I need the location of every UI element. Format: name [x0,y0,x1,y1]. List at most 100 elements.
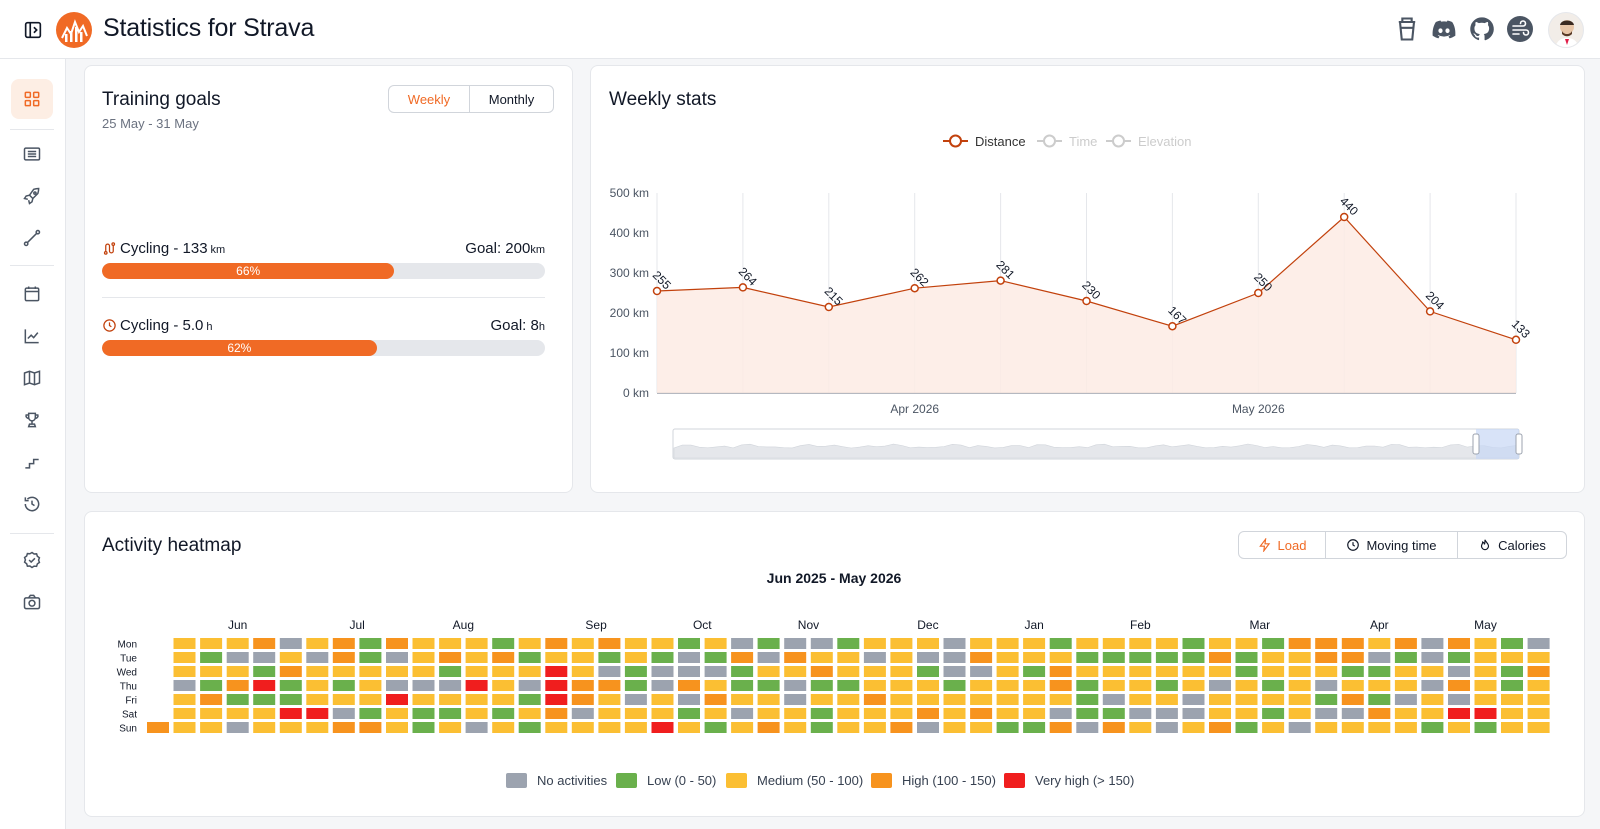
heatmap-cell[interactable] [943,722,966,733]
heatmap-cell[interactable] [890,680,913,691]
heatmap-cell[interactable] [624,708,647,719]
heatmap-cell[interactable] [1182,708,1205,719]
heatmap-cell[interactable] [412,694,435,705]
heatmap-cell[interactable] [1102,652,1125,663]
heatmap-cell[interactable] [1076,722,1099,733]
heatmap-legend-item[interactable]: High (100 - 150) [871,773,996,788]
heatmap-cell[interactable] [439,666,462,677]
data-point[interactable] [1425,307,1435,316]
heatmap-cell[interactable] [731,652,754,663]
heatmap-cell[interactable] [253,708,276,719]
avatar[interactable] [1548,12,1584,48]
heatmap-cell[interactable] [917,666,939,677]
heatmap-cell[interactable] [837,652,860,663]
heatmap-cell[interactable] [731,708,754,719]
heatmap-cell[interactable] [757,638,780,649]
heatmap-cell[interactable] [332,666,355,677]
heatmap-cell[interactable] [996,666,1019,677]
heatmap-cell[interactable] [465,680,488,691]
heatmap-cell[interactable] [518,722,541,733]
heatmap-cell[interactable] [1527,694,1550,705]
heatmap-cell[interactable] [1023,722,1046,733]
heatmap-cell[interactable] [571,708,594,719]
heatmap-cell[interactable] [465,638,488,649]
sidebar-toggle-icon[interactable] [22,19,44,41]
heatmap-cell[interactable] [1368,694,1391,705]
heatmap-cell[interactable] [810,708,833,719]
heatmap-cell[interactable] [1049,708,1072,719]
heatmap-cell[interactable] [1421,680,1444,691]
heatmap-cell[interactable] [386,652,408,663]
heatmap-cell[interactable] [1474,680,1497,691]
heatmap-cell[interactable] [996,680,1019,691]
heatmap-cell[interactable] [757,722,780,733]
heatmap-cell[interactable] [200,680,223,691]
heatmap-cell[interactable] [1209,708,1231,719]
sidebar-item-stairs[interactable] [11,442,53,482]
tab-monthly[interactable]: Monthly [488,91,535,107]
heatmap-cell[interactable] [890,666,913,677]
heatmap-cell[interactable] [1368,680,1391,691]
data-point[interactable] [652,286,662,296]
heatmap-cell[interactable] [704,722,727,733]
heatmap-cell[interactable] [598,666,621,677]
tab-moving-time[interactable]: Moving time [1326,532,1458,558]
heatmap-cell[interactable] [1235,652,1258,663]
heatmap-cell[interactable] [1368,638,1391,649]
heatmap-cell[interactable] [943,680,966,691]
heatmap-cell[interactable] [492,722,515,733]
heatmap-cell[interactable] [651,694,674,705]
heatmap-legend-item[interactable]: Very high (> 150) [1004,773,1134,788]
heatmap-cell[interactable] [173,722,196,733]
data-point[interactable] [824,302,834,312]
heatmap-cell[interactable] [1262,708,1285,719]
heatmap-cell[interactable] [757,666,780,677]
heatmap-cell[interactable] [598,638,621,649]
heatmap-cell[interactable] [1288,638,1311,649]
heatmap-cell[interactable] [1501,694,1523,705]
heatmap-cell[interactable] [1527,708,1550,719]
heatmap-cell[interactable] [917,722,939,733]
heatmap-cell[interactable] [890,694,913,705]
heatmap-cell[interactable] [518,694,541,705]
heatmap-cell[interactable] [545,722,568,733]
heatmap-cell[interactable] [704,680,727,691]
heatmap-cell[interactable] [1394,680,1417,691]
heatmap-cell[interactable] [1262,666,1285,677]
heatmap-cell[interactable] [253,694,276,705]
heatmap-cell[interactable] [253,666,276,677]
heatmap-cell[interactable] [1368,708,1391,719]
heatmap-legend-item[interactable]: Medium (50 - 100) [726,773,863,788]
heatmap-cell[interactable] [1049,680,1072,691]
heatmap-cell[interactable] [678,708,700,719]
heatmap-cell[interactable] [306,722,329,733]
heatmap-cell[interactable] [306,638,329,649]
coffee-icon[interactable] [1393,15,1421,43]
heatmap-cell[interactable] [1023,666,1046,677]
sidebar-item-rocket[interactable] [11,176,53,216]
heatmap-cell[interactable] [678,652,700,663]
tab-calories[interactable]: Calories [1458,532,1566,558]
heatmap-cell[interactable] [173,652,196,663]
heatmap-cell[interactable] [1102,722,1125,733]
heatmap-legend-item[interactable]: No activities [506,773,608,788]
heatmap-cell[interactable] [1182,652,1205,663]
heatmap-cell[interactable] [439,652,462,663]
heatmap-cell[interactable] [173,666,196,677]
heatmap-cell[interactable] [386,694,408,705]
heatmap-cell[interactable] [518,666,541,677]
heatmap-cell[interactable] [226,680,249,691]
heatmap-cell[interactable] [704,638,727,649]
data-point[interactable] [1339,212,1349,222]
heatmap-cell[interactable] [412,638,435,649]
heatmap-cell[interactable] [624,680,647,691]
heatmap-cell[interactable] [1448,708,1470,719]
sidebar-item-calendar[interactable] [11,274,53,314]
heatmap-cell[interactable] [439,638,462,649]
heatmap-cell[interactable] [306,708,329,719]
heatmap-cell[interactable] [1049,652,1072,663]
heatmap-cell[interactable] [200,666,223,677]
heatmap-cell[interactable] [1102,694,1125,705]
heatmap-cell[interactable] [332,638,355,649]
heatmap-cell[interactable] [598,708,621,719]
